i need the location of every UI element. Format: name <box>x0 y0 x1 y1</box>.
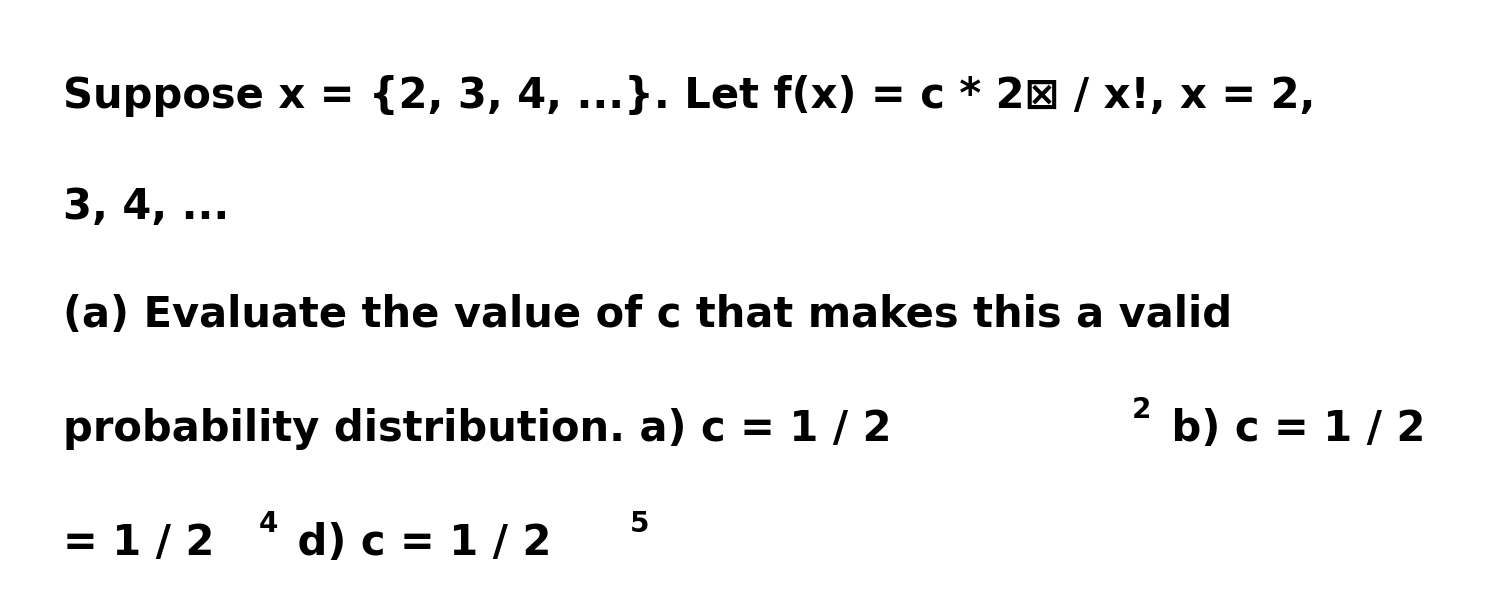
Text: d) c = 1 / 2: d) c = 1 / 2 <box>284 522 552 564</box>
Text: 5: 5 <box>630 510 650 538</box>
Text: = 1 / 2: = 1 / 2 <box>63 522 214 564</box>
Text: 4: 4 <box>258 510 278 538</box>
Text: Suppose x = {2, 3, 4, ...}. Let f(x) = c * 2⊠ / x!, x = 2,: Suppose x = {2, 3, 4, ...}. Let f(x) = c… <box>63 75 1316 117</box>
Text: 2: 2 <box>1132 396 1152 424</box>
Text: (a) Evaluate the value of c that makes this a valid: (a) Evaluate the value of c that makes t… <box>63 294 1231 336</box>
Text: probability distribution. a) c = 1 / 2: probability distribution. a) c = 1 / 2 <box>63 408 891 450</box>
Text: 3, 4, ...: 3, 4, ... <box>63 186 229 228</box>
Text: b) c = 1 / 2: b) c = 1 / 2 <box>1156 408 1425 450</box>
